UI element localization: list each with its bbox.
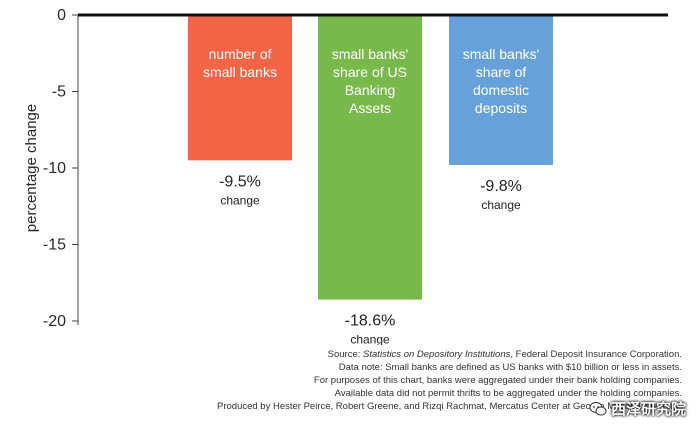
bar (449, 15, 553, 165)
data-note: Data note: Small banks are defined as US… (338, 362, 682, 373)
bar (188, 15, 292, 161)
y-tick-label: -15 (43, 237, 66, 254)
bar-value-label: -9.5% (219, 173, 261, 190)
bar-label-line: share of US (333, 64, 407, 80)
bar-label-line: small banks' (332, 46, 409, 62)
y-axis-label: percentage change (23, 104, 40, 232)
bar-label-line: Assets (349, 100, 391, 116)
bar-value-label: -9.8% (480, 178, 522, 195)
source-note: Source: Statistics on Depository Institu… (122, 348, 682, 361)
source-title: Statistics on Depository Institutions (363, 349, 511, 360)
thrifts-note: Available data did not permit thrifts to… (334, 388, 682, 399)
bar-label-line: Banking (345, 82, 396, 98)
bar-label-line: small banks' (463, 46, 540, 62)
bar-change-label: change (481, 198, 521, 212)
bar-change-label: change (220, 193, 260, 207)
y-tick-label: -20 (43, 313, 66, 330)
bar-value-label: -18.6% (345, 313, 396, 330)
credits-note: Produced by Hester Peirce, Robert Greene… (217, 401, 682, 412)
bar-chart: 0 -5 -10 -15 -20 percentage change number of s… (23, 7, 668, 345)
bar (318, 15, 422, 300)
source-suffix: , Federal Deposit Insurance Corporation. (510, 349, 682, 360)
wechat-icon (589, 401, 607, 415)
bar-label-line: domestic (473, 82, 529, 98)
bar-label-line: share of (476, 64, 527, 80)
y-tick-label: -10 (43, 160, 66, 177)
bar-label-line: small banks (203, 64, 277, 80)
watermark: 西泽研究院 (589, 398, 686, 419)
source-prefix: Source: (327, 349, 364, 360)
bar-label-line: number of (208, 46, 271, 62)
aggregation-note: For purposes of this chart, banks were a… (313, 375, 682, 386)
bar-label-line: deposits (475, 100, 527, 116)
bar-change-label: change (350, 333, 390, 345)
y-tick-label: -5 (52, 84, 66, 101)
y-tick-label: 0 (57, 7, 66, 24)
chart-notes: Source: Statistics on Depository Institu… (122, 348, 682, 413)
watermark-text: 西泽研究院 (610, 401, 686, 418)
